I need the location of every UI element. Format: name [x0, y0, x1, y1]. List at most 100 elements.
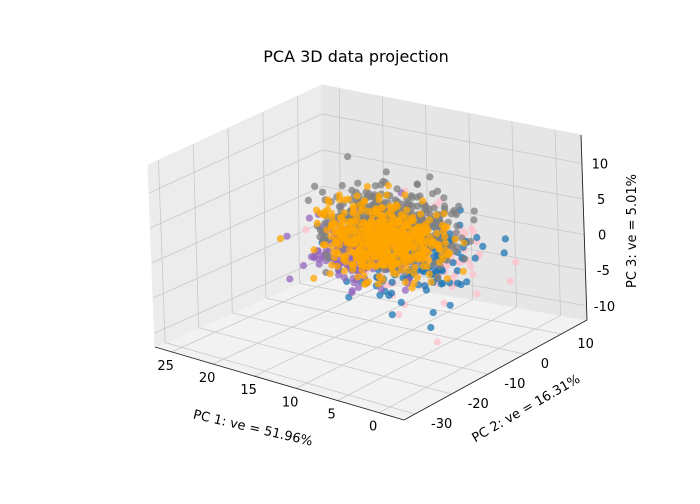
grid-line-x-floor [295, 299, 473, 389]
scatter-point [425, 256, 433, 264]
scatter-point [427, 323, 435, 332]
grid-line-y-back [262, 112, 267, 299]
scatter-point [466, 237, 474, 245]
scatter-point [432, 211, 440, 219]
scatter-point [413, 180, 422, 189]
grid-line-y-back [158, 160, 166, 343]
scatter-point [360, 272, 368, 280]
x-tick-label: 10 [282, 395, 299, 410]
scatter-point [446, 249, 454, 257]
scatter-point [302, 225, 310, 234]
scatter-point [443, 223, 451, 231]
scatter-point [357, 207, 365, 215]
scatter-point [310, 274, 318, 282]
scatter-point [473, 290, 481, 298]
z-tick-label: 5 [597, 193, 605, 208]
scatter-point [375, 196, 383, 204]
scatter-point [348, 287, 356, 295]
scatter-point [404, 266, 412, 275]
grid-line-y-floor [164, 342, 416, 415]
scatter-point [402, 222, 410, 230]
scatter-point [459, 226, 467, 234]
scatter-point [398, 253, 407, 261]
scatter-point [501, 235, 509, 243]
scatter-point [398, 266, 406, 274]
z-axis-line [580, 134, 588, 321]
scatter-point [453, 267, 461, 275]
grid-line-y-floor [299, 282, 562, 335]
scatter-point [360, 197, 369, 205]
scatter-point [506, 277, 514, 285]
scatter-point [402, 214, 411, 222]
scatter-point [512, 258, 520, 266]
scatter-point [364, 207, 372, 215]
scatter-point [440, 299, 448, 307]
scatter-point [364, 233, 372, 241]
scatter-point [299, 261, 308, 270]
scatter-point [316, 226, 324, 234]
scatter-point [340, 256, 348, 264]
z-tick-label: -10 [594, 300, 615, 315]
scatter-point [455, 202, 463, 210]
y-axis-line [403, 319, 588, 421]
scatter-point [500, 249, 508, 257]
scatter-point [479, 242, 487, 250]
scatter-point [357, 233, 365, 242]
scatter-point [378, 253, 386, 261]
scatter-point [429, 309, 437, 317]
grid-line-z-right [322, 113, 582, 164]
scatter-point [354, 273, 362, 281]
grid-line-y-floor [265, 297, 525, 355]
scatter-point [324, 196, 332, 204]
scatter-point [383, 191, 391, 199]
scatter-point [463, 278, 471, 286]
scatter-point [426, 173, 434, 181]
scatter-point [395, 311, 403, 319]
scatter-point [403, 230, 411, 238]
scatter-point [389, 269, 397, 277]
scatter-point [375, 210, 383, 218]
scatter-point [439, 279, 447, 287]
scatter-point [387, 289, 396, 297]
grid-line-z-left [148, 113, 323, 194]
scatter-point [384, 218, 392, 226]
scatter-point [355, 247, 363, 255]
grid-line-y-back [297, 96, 300, 284]
scatter-point [401, 286, 409, 294]
scatter-point [413, 274, 421, 282]
scatter-point [440, 210, 448, 218]
scatter-point [338, 181, 346, 190]
scatter-point [391, 238, 399, 246]
scatter-point [360, 219, 368, 227]
scatter-point [372, 262, 380, 270]
scatter-point [311, 182, 319, 190]
scatter-point [461, 255, 469, 263]
scatter-point [470, 216, 478, 224]
x-tick-label: 5 [327, 408, 335, 423]
scatter-point [363, 183, 371, 191]
scatter-point [328, 261, 336, 269]
scatter-point [380, 230, 388, 238]
scatter-point [390, 251, 398, 260]
scatter-point [433, 241, 441, 249]
scatter-point [276, 235, 284, 243]
scatter-point [380, 245, 388, 253]
scatter-point [416, 210, 425, 218]
scatter-point [379, 261, 387, 269]
scatter-point [425, 239, 433, 247]
scatter-point [348, 233, 356, 241]
tick-labels: 25 20 15 10 5 0 -30 -20 -10 0 10 10 5 0 -5 -10 [157, 158, 615, 435]
scatter-point [395, 218, 403, 226]
scatter-point [359, 261, 367, 269]
grid-line-y-back [227, 128, 233, 313]
scatter-point [419, 197, 427, 205]
y-tick-label: -10 [504, 377, 525, 392]
scatter-point [333, 262, 341, 270]
scatter-point [382, 168, 390, 176]
scatter-point [322, 251, 330, 259]
scatter-point [331, 227, 339, 235]
scatter-point [468, 225, 476, 233]
scatter-point [425, 270, 433, 278]
scatter-point [340, 274, 348, 282]
